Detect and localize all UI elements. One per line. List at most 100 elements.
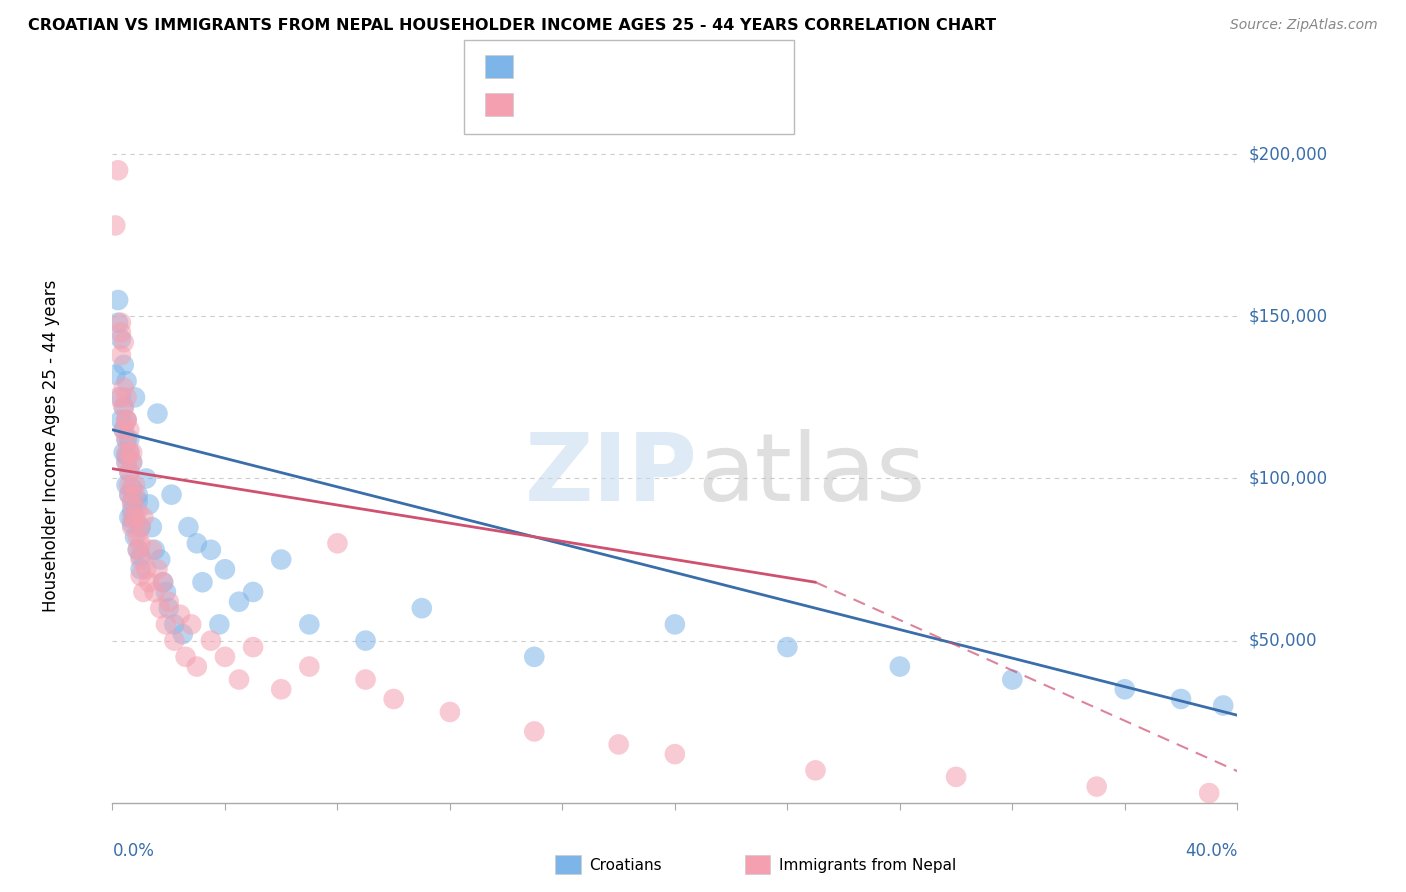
Point xyxy=(186,536,208,550)
Point xyxy=(155,585,177,599)
Point xyxy=(124,488,146,502)
Text: $50,000: $50,000 xyxy=(1249,632,1317,649)
Point xyxy=(118,510,141,524)
Point xyxy=(121,494,143,508)
Point xyxy=(523,649,546,664)
Point xyxy=(132,510,155,524)
Point xyxy=(1198,786,1220,800)
Point xyxy=(129,562,152,576)
Point xyxy=(104,368,127,382)
Point xyxy=(157,601,180,615)
Point xyxy=(115,413,138,427)
Point xyxy=(135,471,157,485)
Point xyxy=(1085,780,1108,794)
Point xyxy=(270,682,292,697)
Point xyxy=(115,455,138,469)
Text: Immigrants from Nepal: Immigrants from Nepal xyxy=(779,858,956,872)
Point xyxy=(115,433,138,447)
Text: $150,000: $150,000 xyxy=(1249,307,1327,326)
Point xyxy=(163,633,186,648)
Point xyxy=(121,481,143,495)
Point xyxy=(146,562,169,576)
Point xyxy=(1170,692,1192,706)
Point xyxy=(127,530,149,544)
Text: $200,000: $200,000 xyxy=(1249,145,1327,163)
Point xyxy=(112,400,135,414)
Point xyxy=(664,617,686,632)
Point xyxy=(121,497,143,511)
Point xyxy=(121,455,143,469)
Text: R =: R = xyxy=(524,60,560,74)
Point xyxy=(149,601,172,615)
Point xyxy=(191,575,214,590)
Point xyxy=(112,423,135,437)
Point xyxy=(112,400,135,414)
Point xyxy=(118,465,141,479)
Point xyxy=(110,413,132,427)
Point xyxy=(112,335,135,350)
Point xyxy=(169,607,191,622)
Point xyxy=(118,488,141,502)
Point xyxy=(607,738,630,752)
Point xyxy=(115,445,138,459)
Point xyxy=(326,536,349,550)
Text: $100,000: $100,000 xyxy=(1249,469,1327,487)
Text: N =: N = xyxy=(623,97,669,112)
Text: ZIP: ZIP xyxy=(524,428,697,521)
Point xyxy=(138,497,160,511)
Point xyxy=(107,163,129,178)
Point xyxy=(121,504,143,518)
Point xyxy=(129,520,152,534)
Point xyxy=(107,293,129,307)
Point xyxy=(112,423,135,437)
Point xyxy=(115,478,138,492)
Point xyxy=(172,627,194,641)
Point xyxy=(945,770,967,784)
Point xyxy=(104,219,127,233)
Point xyxy=(118,423,141,437)
Point xyxy=(124,530,146,544)
Point xyxy=(132,585,155,599)
Point xyxy=(664,747,686,761)
Point xyxy=(118,433,141,447)
Text: atlas: atlas xyxy=(697,428,925,521)
Point xyxy=(124,510,146,524)
Point xyxy=(107,316,129,330)
Point xyxy=(112,381,135,395)
Point xyxy=(115,413,138,427)
Point xyxy=(200,542,222,557)
Text: Source: ZipAtlas.com: Source: ZipAtlas.com xyxy=(1230,18,1378,32)
Point xyxy=(523,724,546,739)
Point xyxy=(121,455,143,469)
Point xyxy=(129,552,152,566)
Point xyxy=(152,575,174,590)
Point xyxy=(146,407,169,421)
Point xyxy=(180,617,202,632)
Point xyxy=(163,617,186,632)
Point xyxy=(129,549,152,564)
Point xyxy=(160,488,183,502)
Point xyxy=(118,445,141,459)
Text: 40.0%: 40.0% xyxy=(1185,842,1237,860)
Point xyxy=(354,673,377,687)
Point xyxy=(270,552,292,566)
Point xyxy=(118,488,141,502)
Point xyxy=(127,542,149,557)
Text: 69: 69 xyxy=(679,97,702,112)
Point xyxy=(214,562,236,576)
Point xyxy=(127,504,149,518)
Point xyxy=(242,585,264,599)
Point xyxy=(127,542,149,557)
Point xyxy=(208,617,231,632)
Point xyxy=(143,542,166,557)
Point xyxy=(1114,682,1136,697)
Text: Householder Income Ages 25 - 44 years: Householder Income Ages 25 - 44 years xyxy=(42,280,59,612)
Point xyxy=(138,575,160,590)
Point xyxy=(141,520,163,534)
Text: CROATIAN VS IMMIGRANTS FROM NEPAL HOUSEHOLDER INCOME AGES 25 - 44 YEARS CORRELAT: CROATIAN VS IMMIGRANTS FROM NEPAL HOUSEH… xyxy=(28,18,997,33)
Point xyxy=(298,617,321,632)
Point xyxy=(118,478,141,492)
Point xyxy=(107,390,129,404)
Point xyxy=(115,413,138,427)
Point xyxy=(411,601,433,615)
